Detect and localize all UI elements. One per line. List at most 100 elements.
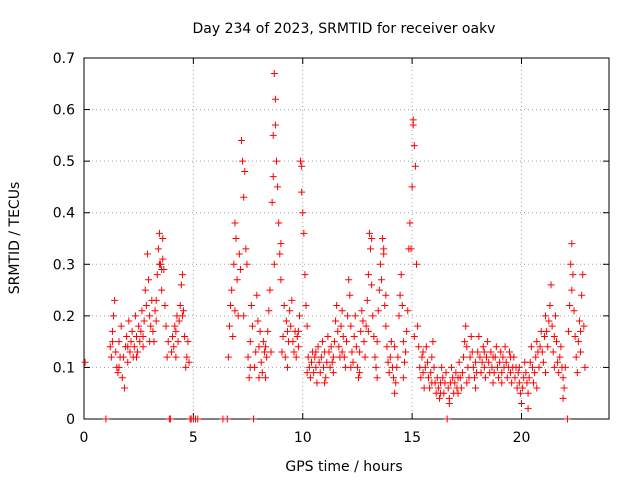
data-point	[391, 389, 399, 397]
data-point	[460, 353, 468, 361]
data-point	[566, 302, 574, 310]
data-point	[386, 353, 394, 361]
data-point	[530, 379, 538, 387]
data-point	[232, 235, 240, 242]
data-point	[326, 363, 334, 371]
data-point	[415, 343, 423, 351]
data-point	[106, 343, 114, 351]
x-tick-label: 5	[189, 430, 198, 446]
data-point	[224, 353, 232, 361]
data-point	[311, 353, 319, 361]
data-point	[553, 338, 560, 346]
data-point	[533, 338, 541, 346]
data-point	[475, 332, 483, 340]
data-point	[548, 322, 556, 330]
data-point	[275, 219, 283, 227]
data-point	[228, 286, 236, 294]
data-point	[177, 281, 185, 289]
data-point	[133, 353, 140, 361]
data-point	[476, 353, 484, 361]
data-point	[403, 327, 411, 335]
data-point	[495, 374, 503, 382]
data-point	[402, 348, 410, 356]
data-point	[545, 317, 553, 325]
data-point	[164, 338, 172, 346]
data-point	[561, 363, 569, 371]
data-point	[418, 353, 426, 361]
data-point	[127, 338, 135, 346]
data-point	[185, 358, 193, 366]
data-point	[108, 338, 116, 346]
data-point	[161, 302, 169, 310]
data-point	[522, 369, 530, 377]
data-point	[231, 307, 239, 315]
data-point	[524, 389, 532, 397]
data-point	[244, 353, 252, 361]
data-point	[324, 332, 332, 340]
data-point	[469, 363, 477, 371]
data-point	[264, 327, 272, 335]
data-point	[568, 286, 576, 294]
data-point	[426, 384, 434, 392]
data-point	[368, 281, 376, 289]
y-axis-label: SRMTID / TECUs	[7, 182, 23, 295]
data-point	[345, 276, 353, 284]
data-point	[159, 235, 167, 242]
data-point	[457, 384, 465, 392]
y-tick-label: 0.5	[53, 154, 75, 170]
data-point	[169, 332, 177, 340]
data-point	[268, 198, 276, 206]
data-point	[256, 327, 264, 335]
data-point	[374, 307, 382, 315]
plot-frame	[83, 57, 610, 420]
data-point	[294, 343, 302, 351]
data-point	[515, 363, 523, 371]
data-point	[304, 353, 312, 361]
data-point	[505, 348, 513, 356]
data-point	[254, 317, 262, 325]
data-point	[172, 327, 180, 335]
data-point	[531, 369, 539, 377]
data-point	[577, 327, 585, 335]
data-point	[477, 369, 485, 377]
data-point	[236, 265, 244, 273]
data-point	[107, 353, 115, 361]
data-point	[134, 348, 142, 356]
data-point	[528, 363, 536, 371]
data-point	[137, 327, 145, 335]
data-point	[238, 137, 245, 145]
data-point	[565, 327, 573, 335]
data-point	[303, 369, 311, 377]
data-point	[400, 358, 408, 366]
data-point	[152, 317, 160, 325]
x-tick-label: 20	[513, 430, 531, 446]
data-point	[194, 415, 202, 423]
data-point	[347, 363, 355, 371]
data-point	[348, 348, 356, 356]
data-point	[343, 338, 350, 346]
data-point	[170, 343, 178, 351]
data-point	[525, 374, 533, 382]
data-point	[508, 379, 516, 387]
data-point	[452, 369, 460, 377]
data-point	[183, 353, 191, 361]
data-point	[312, 348, 320, 356]
data-point	[549, 348, 557, 356]
data-point	[337, 322, 345, 330]
data-point	[141, 286, 149, 294]
data-point	[295, 312, 303, 320]
data-point	[271, 95, 279, 103]
data-point	[375, 286, 383, 294]
data-point	[126, 348, 134, 356]
data-point	[406, 219, 414, 227]
data-point	[378, 276, 385, 284]
data-point	[546, 302, 554, 310]
data-point	[421, 363, 429, 371]
data-point	[497, 348, 505, 356]
data-point	[550, 332, 558, 340]
data-point	[376, 260, 384, 268]
data-point	[316, 369, 324, 377]
data-point	[257, 358, 265, 366]
data-point	[408, 183, 416, 191]
data-point	[308, 358, 315, 366]
